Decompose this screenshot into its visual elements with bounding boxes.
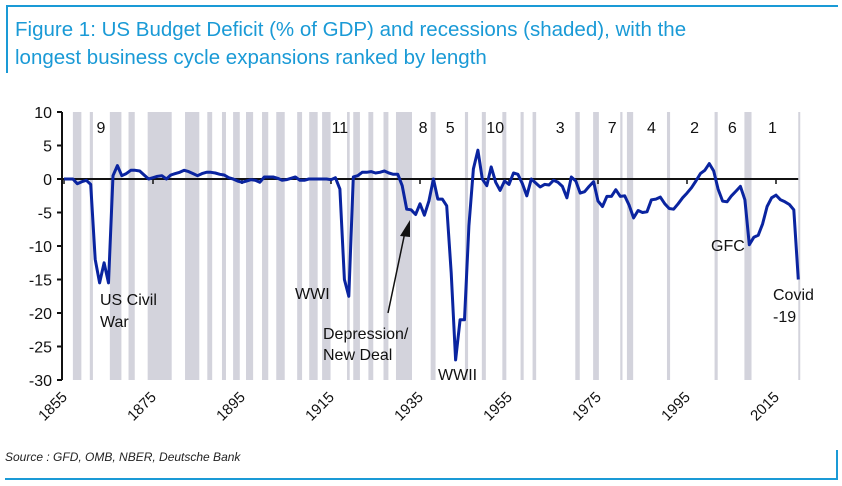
depression-arrow-head — [400, 220, 410, 237]
recession-band — [207, 112, 213, 380]
recession-band — [481, 112, 486, 380]
frame-bottom-border — [5, 478, 838, 480]
source-note: Source : GFD, OMB, NBER, Deutsche Bank — [5, 450, 241, 464]
recession-band — [221, 112, 226, 380]
recession-band — [309, 112, 318, 380]
x-tick-label: 1875 — [124, 389, 160, 425]
expansion-rank-label: 2 — [690, 120, 699, 137]
annotation-wwii: WWII — [438, 367, 477, 384]
x-tick-label: 1895 — [213, 389, 249, 425]
recession-band — [620, 112, 623, 380]
recession-shading — [72, 112, 801, 380]
y-tick-label: 0 — [43, 172, 52, 189]
recession-band — [128, 112, 135, 380]
recession-band — [276, 112, 285, 380]
recession-band — [383, 112, 389, 380]
expansion-rank-label: 6 — [728, 120, 737, 137]
annotation-civil-war-1: US Civil — [100, 292, 157, 309]
recession-band — [147, 112, 172, 380]
annotation-gfc: GFC — [711, 238, 745, 255]
annotations: US Civil War WWI Depression/ New Deal WW… — [100, 220, 814, 384]
y-tick-label: -15 — [29, 273, 52, 290]
y-tick-label: -25 — [29, 340, 52, 357]
deficit-line — [64, 148, 800, 362]
recession-band — [532, 112, 537, 380]
expansion-rank-label: 7 — [608, 120, 617, 137]
expansion-rank-label: 3 — [556, 120, 565, 137]
recession-band — [185, 112, 200, 380]
y-tick-label: -30 — [29, 373, 52, 390]
recession-band — [368, 112, 374, 380]
depression-arrow-shaft — [387, 231, 406, 314]
y-tick-label: 10 — [34, 105, 52, 122]
recession-band — [353, 112, 360, 380]
annotation-civil-war-2: War — [100, 314, 129, 331]
recession-band — [626, 112, 634, 380]
recession-band — [72, 112, 82, 380]
expansion-rank-label: 10 — [486, 120, 504, 137]
recession-band — [593, 112, 599, 380]
x-tick-label: 1955 — [480, 389, 516, 425]
annotation-wwi: WWI — [295, 286, 330, 303]
recession-band — [347, 112, 350, 380]
annotation-depression-2: New Deal — [323, 347, 392, 364]
frame-top-border — [6, 5, 838, 7]
title-line-1: Figure 1: US Budget Deficit (% of GDP) a… — [15, 18, 687, 41]
x-tick-label: 2015 — [747, 389, 783, 425]
x-tick-label: 1995 — [658, 389, 694, 425]
frame-right-border — [836, 450, 838, 480]
x-tick-label: 1975 — [569, 389, 605, 425]
title-line-2: longest business cycle expansions ranked… — [15, 46, 487, 69]
expansion-rank-label: 8 — [419, 120, 428, 137]
expansion-rank-label: 11 — [332, 120, 349, 137]
x-tick-label: 1935 — [391, 389, 427, 425]
expansion-rank-label: 1 — [768, 120, 777, 137]
y-tick-label: 5 — [43, 139, 52, 156]
figure-title: Figure 1: US Budget Deficit (% of GDP) a… — [15, 16, 835, 72]
recession-band — [109, 112, 122, 380]
expansion-rank-label: 5 — [446, 120, 455, 137]
x-tick-label: 1915 — [302, 389, 338, 425]
expansion-rank-label: 9 — [96, 120, 105, 137]
annotation-covid-2: -19 — [773, 309, 796, 326]
expansion-rank-label: 4 — [647, 120, 656, 137]
recession-band — [262, 112, 269, 380]
y-tick-label: -5 — [38, 206, 52, 223]
recession-band — [246, 112, 254, 380]
recession-band — [666, 112, 671, 380]
recession-band — [297, 112, 303, 380]
annotation-depression-1: Depression/ — [323, 326, 409, 343]
x-tick-label: 1855 — [35, 389, 71, 425]
recession-band — [714, 112, 718, 380]
recession-band — [430, 112, 436, 380]
recession-band — [502, 112, 507, 380]
annotation-covid-1: Covid — [773, 287, 814, 304]
y-tick-label: -10 — [29, 239, 52, 256]
recession-band — [322, 112, 331, 380]
recession-band — [520, 112, 524, 380]
recession-band — [744, 112, 752, 380]
recession-band — [89, 112, 93, 380]
recession-band — [233, 112, 240, 380]
recession-band — [575, 112, 580, 380]
y-tick-label: -20 — [29, 306, 52, 323]
frame-left-border — [6, 5, 8, 73]
recession-band — [798, 112, 801, 380]
expansion-ranks: 9 11 8 5 10 3 7 4 2 6 1 — [96, 120, 777, 137]
